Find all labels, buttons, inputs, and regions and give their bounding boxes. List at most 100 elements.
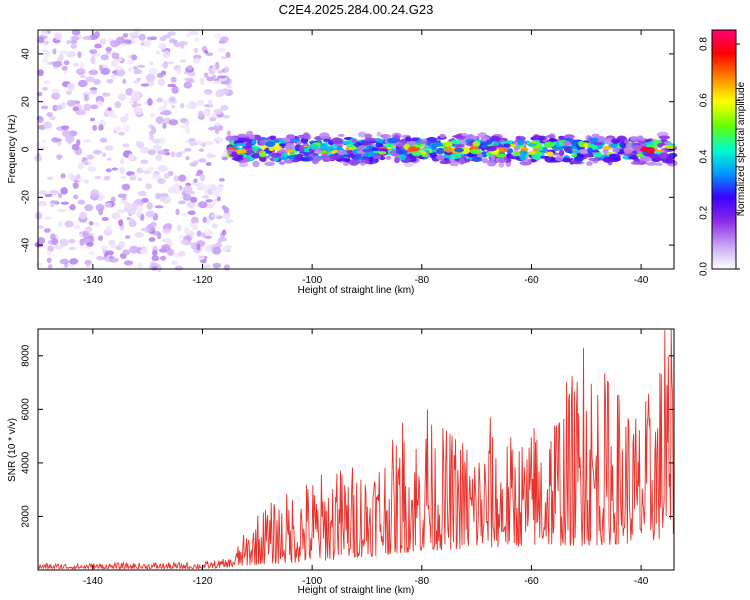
heatmap-cell — [37, 200, 47, 207]
snr-y-tick-label: 4000 — [21, 451, 32, 474]
heatmap-cell — [545, 134, 556, 139]
heatmap-cell — [42, 139, 47, 143]
heatmap-cell — [140, 83, 150, 87]
heatmap-cell — [220, 80, 230, 85]
heatmap-cell — [198, 158, 207, 163]
heatmap-cell — [54, 244, 64, 250]
heatmap-cell — [351, 138, 358, 143]
heatmap-cell — [209, 118, 217, 122]
heatmap-cell — [38, 37, 45, 44]
heatmap-cell — [105, 168, 112, 173]
heatmap-cell — [155, 116, 164, 124]
heatmap-cell — [51, 92, 61, 100]
heatmap-cell — [95, 203, 105, 212]
heatmap-cell — [237, 149, 248, 154]
heatmap-cell — [185, 156, 190, 161]
colorbar-gradient — [711, 29, 737, 270]
heatmap-cell — [93, 78, 101, 85]
heatmap-cell — [203, 88, 213, 95]
heatmap-cell — [578, 140, 585, 148]
snr-y-tick-label: 6000 — [21, 398, 32, 421]
snr-y-tick-label: 8000 — [21, 344, 32, 367]
spectrogram-x-tick-label: -100 — [302, 275, 322, 286]
heatmap-cell — [213, 108, 223, 115]
heatmap-cell — [151, 255, 160, 262]
heatmap-cell — [452, 134, 464, 139]
heatmap-cell — [646, 161, 658, 166]
heatmap-cell — [101, 216, 109, 221]
heatmap-cell — [136, 210, 142, 219]
heatmap-cell — [498, 158, 507, 163]
heatmap-cell — [169, 96, 176, 103]
heatmap-cell — [198, 110, 204, 118]
heatmap-cell — [58, 50, 69, 55]
heatmap-cell — [84, 161, 89, 165]
heatmap-cell — [121, 183, 131, 191]
heatmap-cell — [46, 176, 54, 181]
heatmap-cell — [554, 155, 564, 162]
heatmap-cell — [217, 75, 227, 79]
heatmap-cell — [205, 52, 214, 57]
heatmap-cell — [248, 135, 257, 141]
heatmap-cell — [360, 162, 366, 166]
heatmap-cell — [59, 238, 69, 247]
spectrogram-x-tick-label: -140 — [83, 275, 103, 286]
heatmap-cell — [201, 195, 210, 199]
heatmap-cell — [627, 155, 639, 160]
heatmap-cell — [128, 32, 139, 37]
heatmap-cell — [47, 245, 54, 253]
heatmap-cell — [611, 138, 620, 144]
spectrogram-x-tick-label: -40 — [634, 275, 649, 286]
heatmap-cell — [46, 61, 52, 65]
heatmap-cell — [101, 152, 107, 158]
heatmap-cell — [527, 143, 537, 147]
heatmap-cell — [37, 225, 44, 229]
heatmap-cell — [127, 67, 133, 72]
heatmap-cell — [156, 264, 162, 272]
heatmap-cell — [52, 61, 63, 68]
heatmap-cell — [498, 162, 505, 168]
heatmap-cell — [73, 225, 81, 230]
heatmap-cell — [180, 43, 185, 49]
heatmap-cell — [588, 157, 599, 162]
heatmap-cell — [513, 145, 520, 151]
heatmap-cell — [151, 126, 157, 135]
heatmap-cell — [364, 133, 373, 139]
heatmap-cell — [51, 88, 60, 93]
heatmap-cell — [145, 183, 153, 190]
spectrogram-x-tick-label: -120 — [192, 275, 212, 286]
heatmap-cell — [189, 141, 198, 147]
heatmap-cell — [68, 238, 76, 244]
heatmap-cell — [174, 265, 184, 271]
heatmap-cell — [219, 89, 230, 94]
heatmap-cell — [360, 140, 370, 146]
heatmap-cell — [83, 103, 91, 111]
heatmap-cell — [148, 81, 155, 86]
heatmap-cell — [182, 212, 188, 218]
heatmap-cell — [118, 240, 125, 249]
heatmap-cell — [375, 142, 384, 148]
heatmap-cell — [362, 148, 372, 152]
heatmap-cell — [269, 135, 277, 140]
heatmap-cell — [98, 64, 104, 71]
heatmap-cell — [449, 161, 459, 167]
heatmap-cell — [152, 249, 158, 257]
snr-series-line — [37, 329, 675, 571]
heatmap-cell — [128, 98, 134, 106]
heatmap-cell — [147, 149, 156, 156]
heatmap-cell — [186, 201, 196, 209]
heatmap-cell — [562, 140, 572, 146]
heatmap-cell — [94, 31, 100, 39]
heatmap-cell — [129, 174, 137, 181]
heatmap-cell — [204, 141, 214, 145]
heatmap-cell — [152, 144, 163, 152]
heatmap-cell — [372, 154, 382, 160]
heatmap-cell — [43, 121, 53, 129]
heatmap-cell — [166, 248, 175, 256]
heatmap-cell — [223, 264, 230, 271]
heatmap-cell — [173, 175, 179, 182]
heatmap-cell — [587, 147, 594, 154]
heatmap-cell — [82, 91, 92, 97]
heatmap-cell — [235, 142, 245, 147]
heatmap-cell — [158, 137, 166, 145]
